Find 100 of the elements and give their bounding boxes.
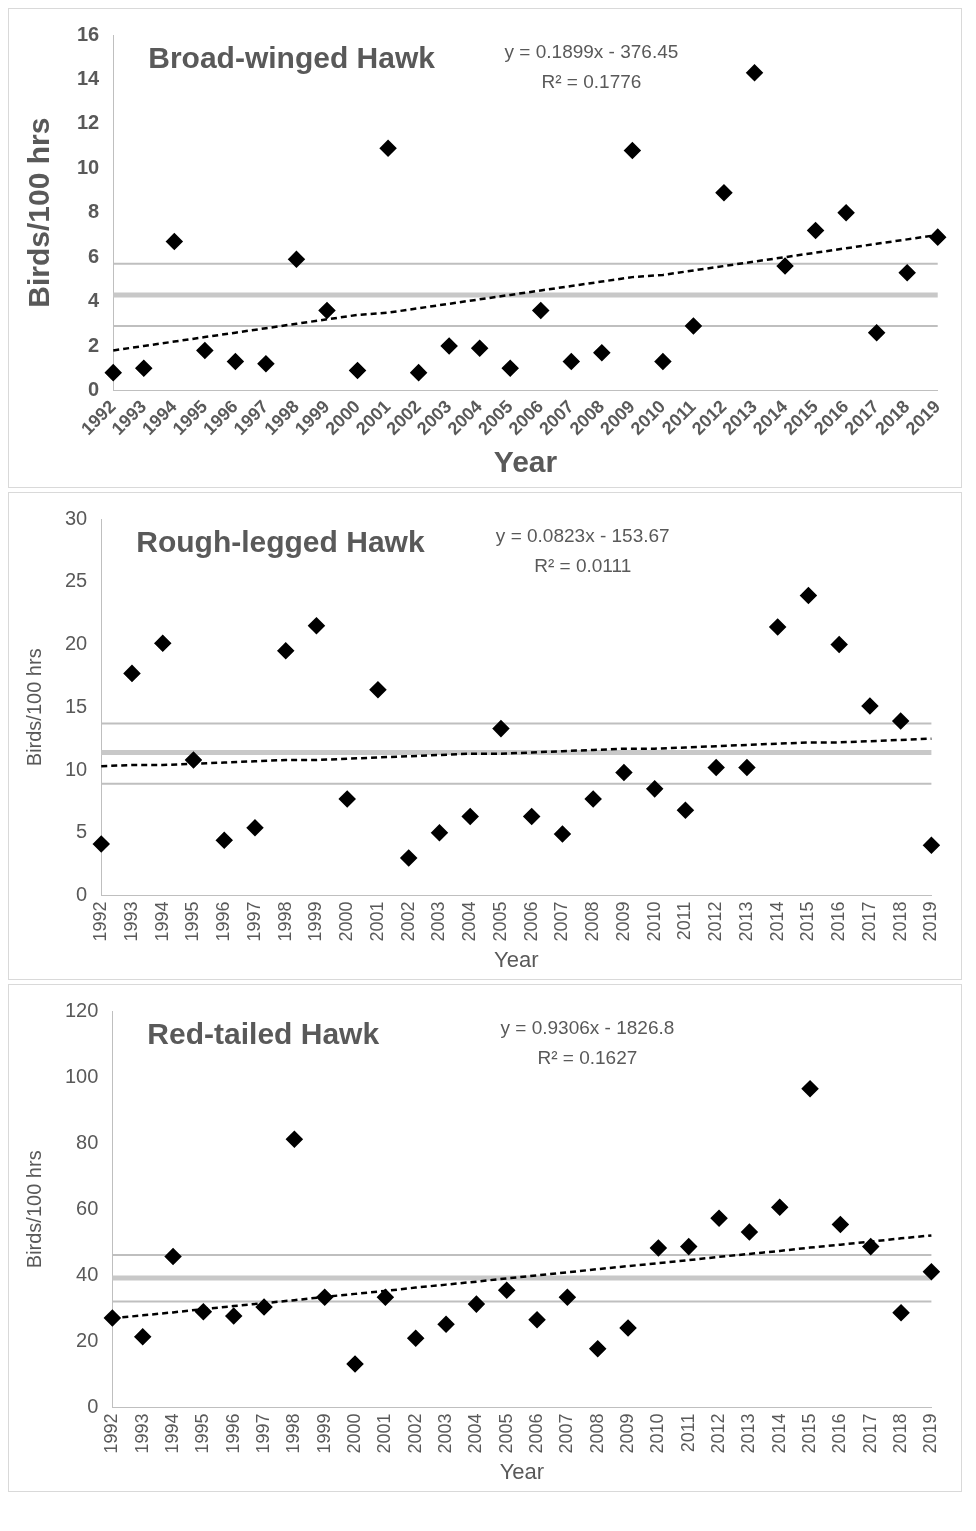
point <box>104 1309 121 1327</box>
point <box>349 362 366 379</box>
x-tick-label: 2012 <box>708 1413 729 1454</box>
point <box>589 1340 606 1357</box>
x-tick-label: 1993 <box>131 1413 152 1454</box>
point <box>861 697 879 715</box>
x-tick-label: 2001 <box>366 901 387 942</box>
y-axis-title: Birds/100 hrs <box>22 1150 45 1269</box>
point <box>923 837 940 854</box>
point <box>369 681 387 698</box>
point <box>892 1304 910 1321</box>
point <box>837 204 855 221</box>
x-tick-label: 2010 <box>647 1413 668 1454</box>
point <box>123 665 141 682</box>
point <box>593 344 611 361</box>
x-tick-label: 2013 <box>735 901 756 942</box>
x-tick-label: 1998 <box>283 1413 304 1454</box>
y-tick-label: 0 <box>76 883 88 906</box>
annotation: y = 0.1899x - 376.45 <box>504 40 679 62</box>
x-tick-label: 1994 <box>162 1413 183 1454</box>
x-tick-label: 2018 <box>890 1413 911 1454</box>
y-axis-title: Birds/100 hrs <box>22 117 56 308</box>
point <box>624 142 641 159</box>
point <box>898 264 916 281</box>
point <box>407 1329 424 1347</box>
point <box>801 1080 819 1097</box>
point <box>710 1209 728 1227</box>
x-tick-label: 1999 <box>313 1413 334 1454</box>
point <box>288 251 305 268</box>
y-axis-title: Birds/100 hrs <box>22 648 45 767</box>
point <box>410 364 427 381</box>
x-tick-label: 2008 <box>582 901 603 942</box>
point <box>286 1130 303 1148</box>
point <box>892 712 909 730</box>
point <box>308 617 325 634</box>
x-tick-label: 1997 <box>253 1413 274 1454</box>
annotation: y = 0.0823x - 153.67 <box>495 524 670 546</box>
x-tick-label: 2005 <box>489 901 510 942</box>
x-tick-label: 2004 <box>459 901 480 942</box>
point <box>277 642 294 660</box>
point <box>468 1295 485 1313</box>
chart-title: Red-tailed Hawk <box>147 1017 380 1051</box>
y-tick-label: 15 <box>65 694 88 717</box>
x-tick-label: 2016 <box>828 901 849 942</box>
x-tick-label: 2015 <box>797 901 818 942</box>
x-tick-label: 2017 <box>859 1413 880 1454</box>
x-tick-label: 2001 <box>374 1413 395 1454</box>
x-axis-title: Year <box>499 1458 545 1484</box>
point <box>166 233 183 250</box>
y-tick-label: 14 <box>77 66 101 89</box>
x-tick-label: 2000 <box>344 1413 365 1454</box>
point <box>776 257 794 275</box>
x-tick-label: 1999 <box>305 901 326 942</box>
point <box>498 1281 515 1299</box>
x-tick-label: 2014 <box>768 1413 789 1454</box>
annotation: y = 0.9306x - 1826.8 <box>500 1016 675 1038</box>
point <box>492 720 510 737</box>
point <box>196 342 214 359</box>
point <box>862 1238 879 1255</box>
point <box>715 184 733 201</box>
x-tick-label: 2016 <box>829 1413 850 1454</box>
x-tick-label: 2011 <box>674 901 695 941</box>
x-tick-label: 2005 <box>495 1413 516 1454</box>
x-tick-label: 2006 <box>520 901 541 942</box>
point <box>584 790 602 808</box>
x-tick-label: 2006 <box>526 1413 547 1454</box>
x-tick-label: 2003 <box>428 901 449 942</box>
point <box>800 587 817 604</box>
x-tick-label: 1994 <box>151 901 172 942</box>
y-tick-label: 8 <box>88 200 100 223</box>
x-tick-label: 2007 <box>556 1413 577 1454</box>
point <box>215 832 233 849</box>
x-tick-label: 2013 <box>738 1413 759 1454</box>
y-tick-label: 6 <box>88 244 100 267</box>
point <box>650 1239 667 1257</box>
x-tick-label: 1993 <box>120 901 141 942</box>
point <box>379 140 397 157</box>
point <box>246 819 264 837</box>
point <box>707 759 725 776</box>
y-tick-label: 12 <box>77 111 100 134</box>
y-tick-label: 40 <box>76 1262 99 1285</box>
x-tick-label: 1992 <box>101 1413 122 1454</box>
point <box>685 317 702 335</box>
x-tick-label: 2009 <box>617 1413 638 1454</box>
x-tick-label: 2012 <box>705 901 726 942</box>
y-tick-label: 10 <box>65 757 88 780</box>
point <box>471 339 488 357</box>
point <box>680 1238 697 1255</box>
point <box>346 1355 364 1373</box>
point <box>559 1288 576 1306</box>
x-tick-label: 2017 <box>858 901 879 942</box>
x-tick-label: 1996 <box>222 1413 243 1454</box>
x-axis-title: Year <box>494 946 539 972</box>
x-tick-label: 2008 <box>586 1413 607 1454</box>
x-tick-label: 2009 <box>612 901 633 942</box>
x-tick-label: 1995 <box>182 901 203 942</box>
point <box>377 1288 394 1306</box>
point <box>746 64 763 82</box>
y-tick-label: 80 <box>76 1130 99 1153</box>
point <box>868 324 885 341</box>
